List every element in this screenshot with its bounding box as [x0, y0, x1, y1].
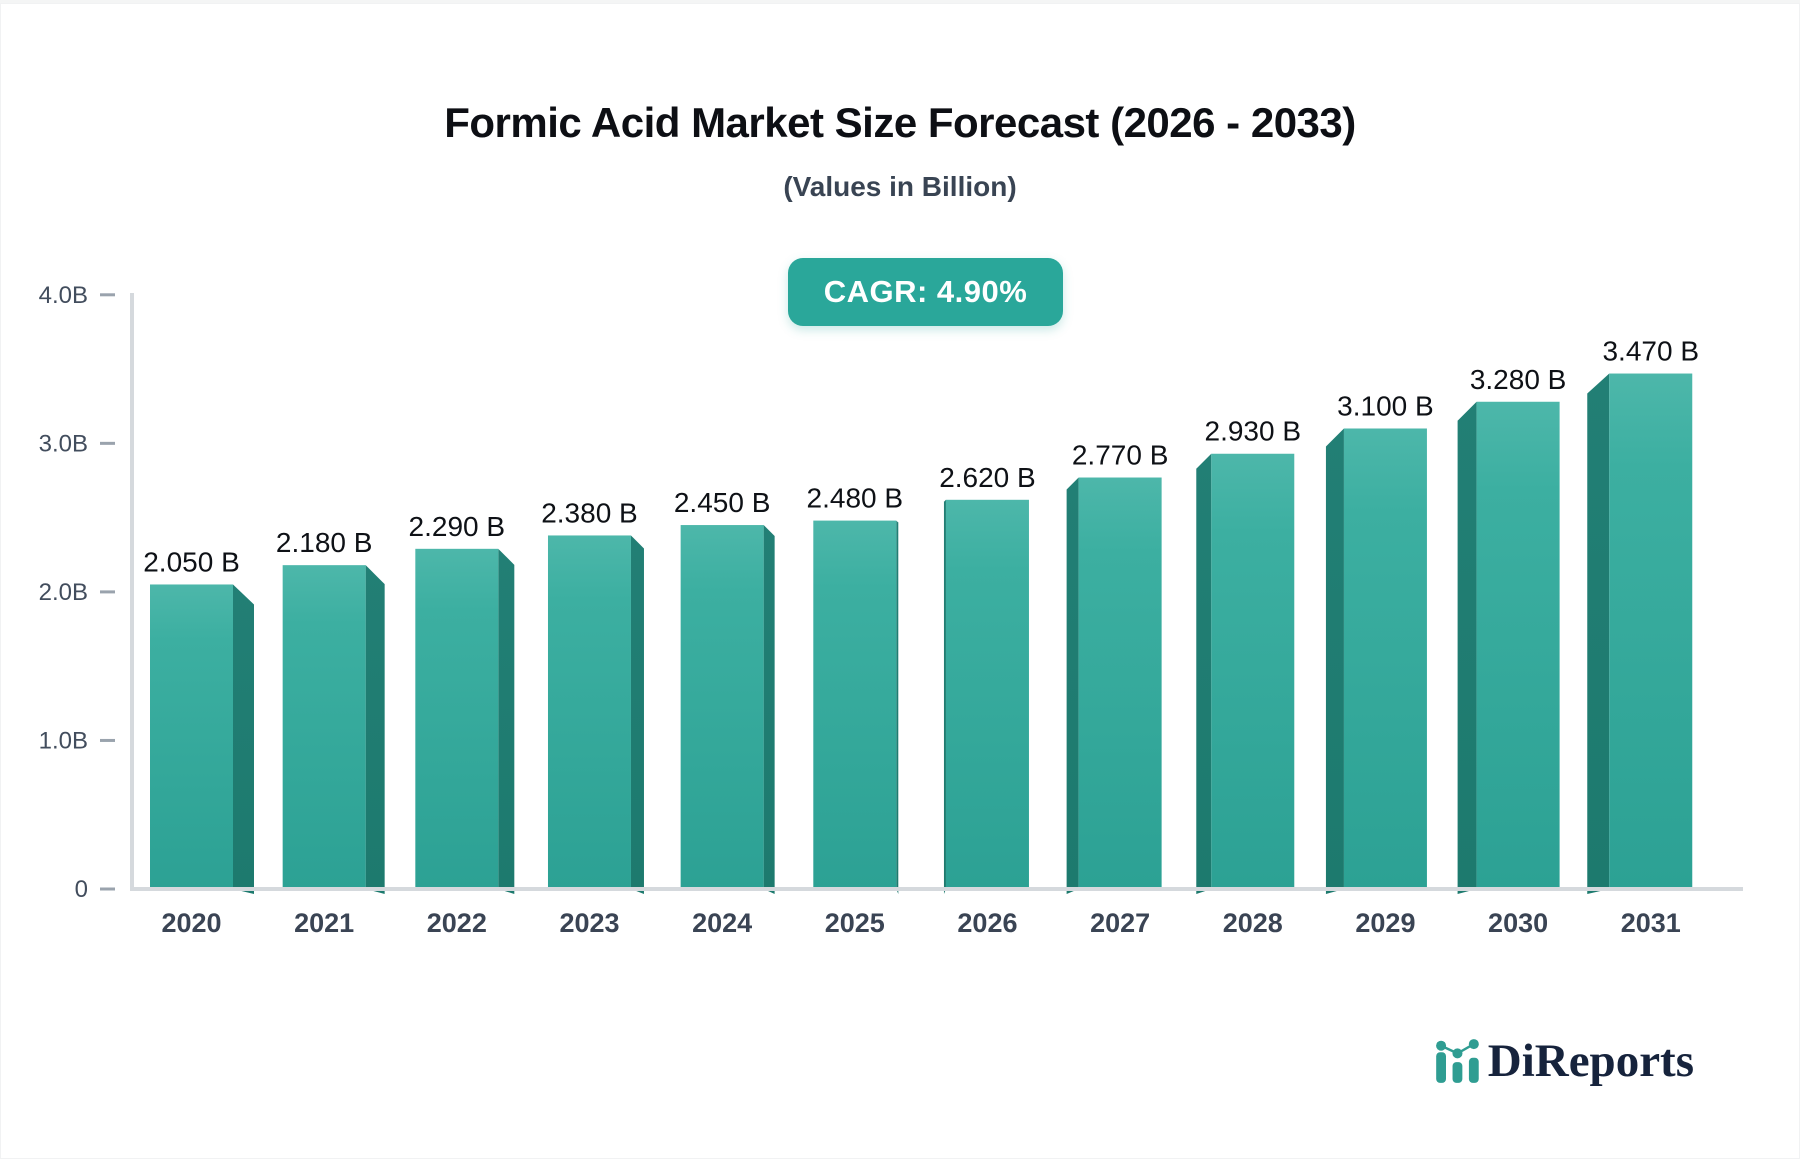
- cagr-badge: CAGR: 4.90%: [788, 258, 1063, 326]
- direports-logo-text: DiReports: [1487, 1034, 1694, 1087]
- bar-main-face: [1211, 453, 1295, 891]
- bar-side-face: [1587, 373, 1610, 894]
- y-tick-label: 2.0B: [39, 579, 88, 606]
- bar-value-label: 2.050 B: [143, 546, 240, 577]
- y-tick-mark: [100, 441, 115, 445]
- x-category-label: 2031: [1621, 908, 1681, 938]
- x-category-label: 2024: [692, 908, 752, 938]
- y-tick-label: 0: [75, 876, 88, 903]
- y-tick-mark: [100, 590, 115, 594]
- bar-side-face: [1066, 477, 1079, 894]
- bar-value-label: 2.930 B: [1205, 416, 1302, 447]
- bar-main-face: [282, 565, 366, 891]
- bar-main-face: [680, 525, 764, 891]
- x-category-label: 2027: [1090, 908, 1150, 938]
- bar-value-label: 3.280 B: [1470, 364, 1567, 395]
- bar-main-face: [813, 520, 897, 891]
- bar-value-label: 2.770 B: [1072, 440, 1169, 471]
- bar-value-label: 2.450 B: [674, 487, 771, 518]
- y-tick-label: 3.0B: [39, 430, 88, 457]
- x-category-label: 2023: [559, 908, 619, 938]
- x-category-label: 2021: [294, 908, 354, 938]
- bar-side-face: [943, 499, 946, 894]
- bar-value-label: 2.480 B: [807, 483, 904, 514]
- chart-subtitle: (Values in Billion): [783, 171, 1017, 202]
- x-axis-line: [130, 887, 1743, 891]
- y-tick-label: 1.0B: [39, 727, 88, 754]
- bar-main-face: [1476, 401, 1560, 891]
- cagr-badge-label: CAGR: 4.90%: [823, 274, 1028, 309]
- y-tick-mark: [100, 738, 115, 742]
- bar-side-face: [498, 548, 515, 894]
- bar-side-face: [1196, 453, 1212, 894]
- bar-chart-logo-icon: [1435, 1039, 1479, 1083]
- x-category-label: 2020: [161, 908, 221, 938]
- bar-main-face: [547, 535, 631, 891]
- x-category-label: 2028: [1223, 908, 1283, 938]
- y-tick-mark: [100, 293, 115, 297]
- bar-side-face: [763, 525, 775, 894]
- bar-side-face: [365, 565, 385, 894]
- bar-main-face: [1343, 428, 1427, 891]
- bar-main-face: [415, 548, 499, 891]
- y-tick-label: 4.0B: [39, 282, 88, 309]
- x-category-label: 2022: [427, 908, 487, 938]
- y-tick-mark: [100, 887, 115, 891]
- bar-main-face: [1078, 477, 1162, 891]
- bar-value-label: 3.470 B: [1602, 336, 1699, 367]
- bar-main-face: [945, 499, 1029, 891]
- direports-logo: DiReports: [1434, 1037, 1694, 1085]
- x-category-label: 2030: [1488, 908, 1548, 938]
- x-category-label: 2025: [825, 908, 885, 938]
- bar-value-label: 2.290 B: [409, 511, 506, 542]
- bar-side-face: [233, 584, 254, 894]
- x-category-label: 2026: [957, 908, 1017, 938]
- bar-side-face: [1457, 401, 1477, 894]
- bar-main-face: [1609, 373, 1693, 891]
- bar-chart-canvas: 4.0B 3.0B 2.0B 1.0B 0 2.050 B 2.180 B 2.290 B 2.…: [39, 282, 1743, 938]
- bar-side-face: [630, 535, 644, 894]
- chart-title: Formic Acid Market Size Forecast (2026 -…: [444, 99, 1356, 146]
- bar-value-label: 2.620 B: [939, 462, 1036, 493]
- bar-value-label: 2.380 B: [541, 497, 638, 528]
- bar-main-face: [150, 584, 233, 891]
- x-category-label: 2029: [1355, 908, 1415, 938]
- bar-value-label: 2.180 B: [276, 527, 373, 558]
- y-axis-line: [130, 293, 134, 891]
- bar-side-face: [1325, 428, 1344, 894]
- bar-side-face: [896, 520, 899, 894]
- bar-value-label: 3.100 B: [1337, 390, 1434, 421]
